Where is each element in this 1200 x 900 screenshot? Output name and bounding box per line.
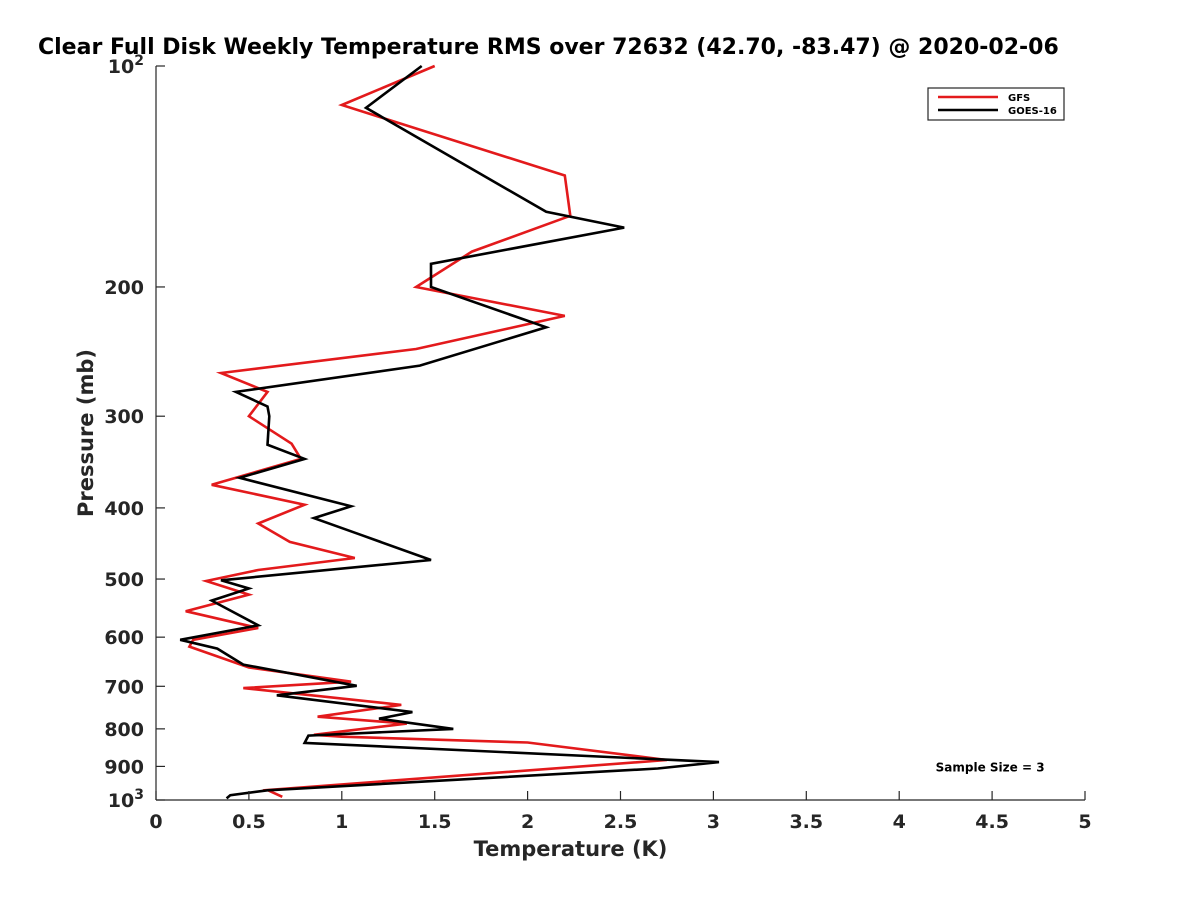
legend-box xyxy=(927,87,1065,121)
annotations: Sample Size = 3 xyxy=(936,760,1045,774)
sample-size-annotation: Sample Size = 3 xyxy=(936,760,1045,774)
series-line-goes-16 xyxy=(179,64,720,800)
chart-title: Clear Full Disk Weekly Temperature RMS o… xyxy=(38,35,1059,60)
x-tick-label: 3 xyxy=(707,811,720,833)
legend: GFS GOES-16 xyxy=(927,87,1065,121)
y-tick-label: 700 xyxy=(104,676,144,698)
x-tick-label: 0.5 xyxy=(232,811,266,833)
y-tick-label: 500 xyxy=(104,569,144,591)
x-tick-label: 3.5 xyxy=(789,811,823,833)
y-axis-label: Pressure (mb) xyxy=(74,349,98,517)
x-tick-label: 5 xyxy=(1078,811,1091,833)
y-tick-label: 300 xyxy=(104,406,144,428)
y-tick-label: 900 xyxy=(104,756,144,778)
x-axis-ticks: 0 0.5 1 1.5 2 2.5 3 3.5 4 4.5 5 xyxy=(149,791,1092,833)
x-tick-label: 2.5 xyxy=(604,811,638,833)
x-axis-label: Temperature (K) xyxy=(474,837,668,861)
y-tick-label: 400 xyxy=(104,498,144,520)
plot-lines xyxy=(179,64,720,800)
x-tick-label: 1.5 xyxy=(418,811,452,833)
y-tick-label: 103 xyxy=(108,787,144,812)
y-tick-label: 800 xyxy=(104,719,144,741)
legend-label: GFS xyxy=(1008,93,1030,104)
x-tick-label: 1 xyxy=(335,811,348,833)
x-tick-label: 4 xyxy=(893,811,906,833)
x-tick-label: 4.5 xyxy=(975,811,1009,833)
y-tick-label: 600 xyxy=(104,627,144,649)
y-tick-label: 200 xyxy=(104,277,144,299)
legend-label: GOES-16 xyxy=(1008,106,1057,117)
x-tick-label: 2 xyxy=(521,811,534,833)
x-tick-label: 0 xyxy=(149,811,162,833)
